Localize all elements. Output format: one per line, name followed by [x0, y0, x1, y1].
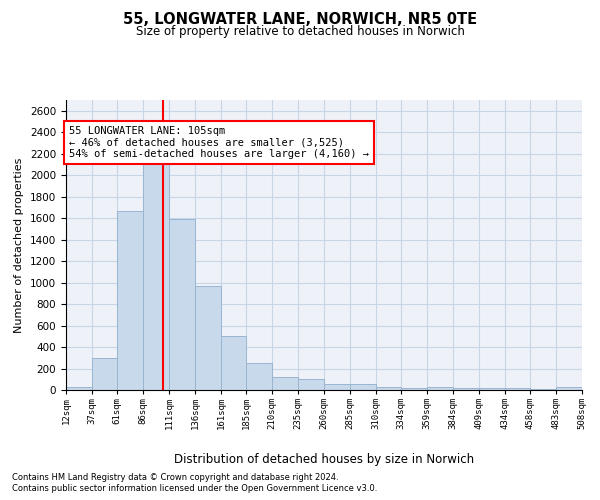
Bar	[246, 363, 272, 390]
Bar	[272, 376, 298, 390]
Text: Contains HM Land Registry data © Crown copyright and database right 2024.: Contains HM Land Registry data © Crown c…	[12, 472, 338, 482]
Bar	[376, 387, 401, 390]
Text: 55, LONGWATER LANE, NORWICH, NR5 0TE: 55, LONGWATER LANE, NORWICH, NR5 0TE	[123, 12, 477, 28]
Bar	[195, 286, 221, 390]
Bar	[143, 159, 169, 390]
Text: Contains public sector information licensed under the Open Government Licence v3: Contains public sector information licen…	[12, 484, 377, 493]
Bar	[505, 388, 530, 390]
Bar	[401, 388, 427, 390]
Bar	[324, 384, 350, 390]
Bar	[350, 384, 376, 390]
Bar	[169, 218, 195, 390]
Bar	[66, 388, 92, 390]
Text: Distribution of detached houses by size in Norwich: Distribution of detached houses by size …	[174, 452, 474, 466]
Bar	[92, 358, 117, 390]
Y-axis label: Number of detached properties: Number of detached properties	[14, 158, 25, 332]
Bar	[479, 388, 505, 390]
Bar	[117, 210, 143, 390]
Bar	[298, 380, 324, 390]
Bar	[221, 336, 246, 390]
Bar	[556, 387, 582, 390]
Text: 55 LONGWATER LANE: 105sqm
← 46% of detached houses are smaller (3,525)
54% of se: 55 LONGWATER LANE: 105sqm ← 46% of detac…	[69, 126, 369, 159]
Bar	[453, 388, 479, 390]
Bar	[427, 387, 453, 390]
Text: Size of property relative to detached houses in Norwich: Size of property relative to detached ho…	[136, 25, 464, 38]
